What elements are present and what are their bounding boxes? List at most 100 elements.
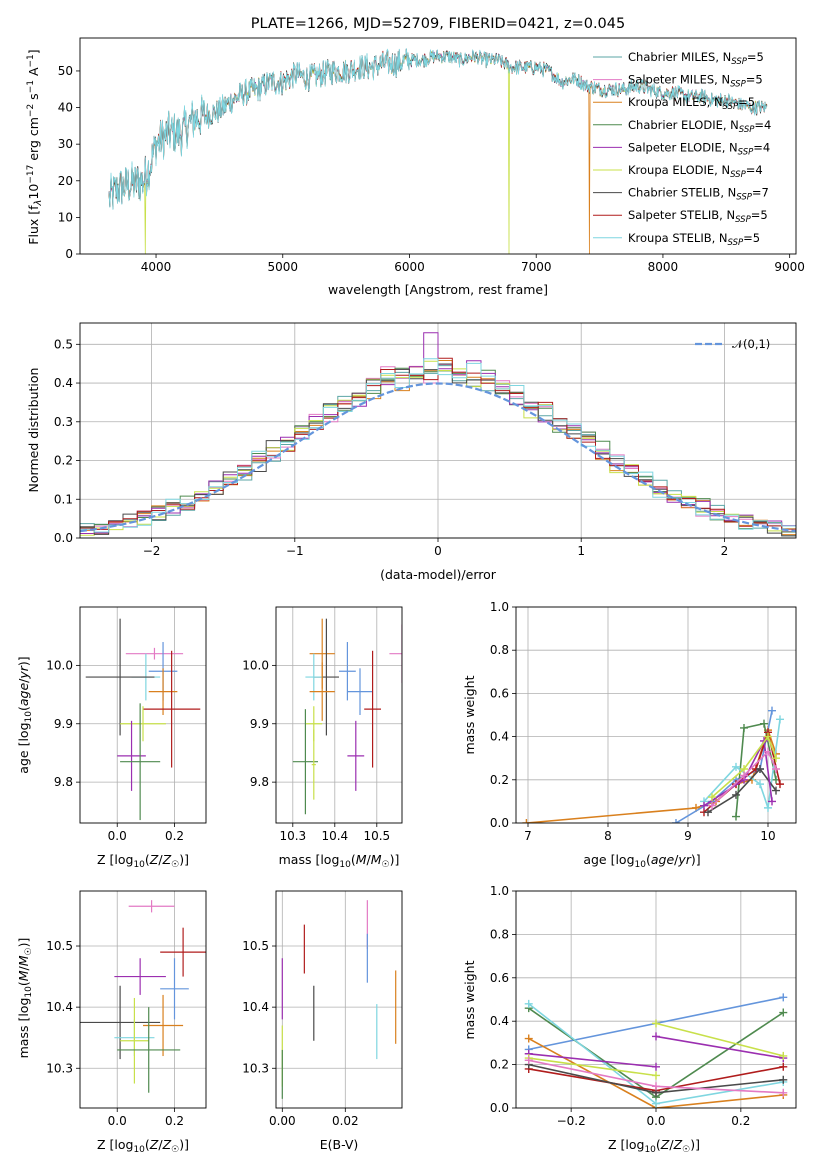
age-mass-xlabel: mass [log10(M/M☉)] [279, 852, 400, 870]
data-marker [764, 803, 772, 812]
spectrum-xlabel: wavelength [Angstrom, rest frame] [328, 282, 548, 297]
x-tick-label: 2 [721, 544, 729, 558]
data-marker [772, 765, 780, 773]
error-bar-point [85, 618, 155, 736]
y-tick-label: 0.2 [54, 454, 73, 468]
error-bar-point [347, 668, 373, 715]
x-tick-label: 10.4 [321, 829, 348, 843]
legend-entry: Chabrier MILES, NSSP=5 [628, 50, 764, 67]
y-tick-label: 0.4 [490, 1014, 509, 1028]
axes-frame [79, 322, 797, 539]
mass-weight-series-line [711, 750, 777, 807]
legend-entry: Kroupa ELODIE, NSSP=4 [628, 163, 763, 180]
y-tick-label: 0.0 [54, 531, 73, 545]
y-tick-label: 9.8 [54, 775, 73, 789]
y-tick-label: 0.6 [490, 686, 509, 700]
data-marker [732, 812, 740, 821]
x-tick-label: 9000 [774, 260, 805, 274]
mass-ebv-xlabel: E(B-V) [320, 1137, 359, 1152]
data-marker [652, 1099, 660, 1108]
y-tick-label: 0.2 [490, 1058, 509, 1072]
data-marker [652, 1062, 660, 1071]
x-tick-label: −2 [143, 544, 161, 558]
x-tick-label: 7 [524, 829, 532, 843]
y-tick-label: 10.0 [46, 658, 73, 672]
x-tick-label: 0.00 [269, 1114, 296, 1128]
data-marker [700, 801, 708, 810]
age-z-ylabel: age [log10(age/yr)] [16, 656, 34, 773]
y-tick-label: 10.4 [46, 1000, 73, 1014]
data-marker [779, 993, 788, 1002]
data-marker [776, 715, 784, 724]
data-marker [708, 801, 716, 810]
age-vs-mass-panel: 10.3 10.4 10.5 9.8 9.9 10.0 [242, 606, 403, 843]
axes-frame [275, 606, 403, 824]
data-marker [652, 1032, 660, 1041]
error-bar-point [364, 650, 381, 768]
y-tick-label: 0.1 [54, 492, 73, 506]
y-tick-label: 10.3 [46, 1061, 73, 1075]
mass-weight-series-line [655, 1035, 784, 1059]
data-marker [732, 790, 740, 799]
error-bar-point [117, 1007, 181, 1093]
data-marker [776, 780, 784, 789]
data-marker [652, 1082, 660, 1091]
data-marker [764, 732, 772, 741]
y-tick-label: 0 [65, 247, 73, 261]
mass-weight-series-line [526, 727, 777, 823]
y-tick-label: 1.0 [490, 884, 509, 898]
data-marker [779, 1008, 788, 1017]
mw-age-ylabel: mass weight [462, 675, 477, 754]
data-marker [772, 786, 780, 795]
error-bar-point [125, 647, 184, 660]
data-marker [779, 1088, 788, 1097]
y-tick-label: 50 [58, 64, 73, 78]
x-tick-label: 10.5 [363, 829, 390, 843]
legend-entry: Kroupa MILES, NSSP=5 [628, 95, 755, 112]
data-marker [779, 1062, 788, 1071]
data-marker [740, 771, 748, 780]
error-bar-point [143, 994, 184, 1057]
error-bar-point [311, 729, 316, 800]
mass-weight-series-line [655, 1022, 784, 1057]
error-bar-point [120, 706, 166, 742]
age-vs-metallicity-panel: 0.0 0.2 9.8 9.9 10.0 [46, 606, 207, 843]
histogram-xlabel: (data-model)/error [380, 567, 497, 582]
y-tick-label: 0.8 [490, 643, 509, 657]
histogram-ylabel: Normed distribution [26, 368, 41, 493]
error-bar-point [80, 985, 161, 1060]
error-bar-point [347, 720, 365, 791]
mass-vs-ebv-panel: 0.00 0.02 10.3 10.4 10.5 [242, 890, 403, 1128]
mass-z-xlabel: Z [log10(Z/Z☉)] [97, 1137, 189, 1155]
data-marker [779, 1075, 788, 1084]
y-tick-label: 10.5 [242, 939, 269, 953]
data-marker [708, 793, 716, 802]
data-marker [652, 1071, 660, 1080]
data-marker [779, 1051, 788, 1060]
error-bar-point [120, 997, 149, 1084]
data-marker [522, 819, 531, 823]
data-marker [652, 1019, 660, 1028]
y-tick-label: 0.4 [490, 730, 509, 744]
y-tick-label: 0.6 [490, 971, 509, 985]
error-bar-point [389, 624, 402, 683]
spectrum-series-line [108, 48, 768, 210]
y-tick-label: 9.8 [250, 775, 269, 789]
normal-curve [80, 382, 796, 533]
error-bar-point [117, 720, 146, 791]
x-tick-label: −0.2 [557, 1114, 586, 1128]
mass-weight-series-line [711, 734, 777, 798]
y-tick-label: 30 [58, 137, 73, 151]
axes-frame [79, 606, 207, 824]
error-bar-point [148, 668, 178, 715]
x-tick-label: 0.02 [332, 1114, 359, 1128]
error-bar-point [143, 650, 201, 768]
x-tick-label: 0 [434, 544, 442, 558]
axes-frame [79, 37, 797, 255]
axes-frame [515, 890, 797, 1109]
error-bar-point [120, 703, 161, 821]
legend-entry: Kroupa STELIB, NSSP=5 [628, 231, 760, 248]
mass-weight-series-line [707, 767, 777, 813]
data-marker [524, 999, 533, 1008]
